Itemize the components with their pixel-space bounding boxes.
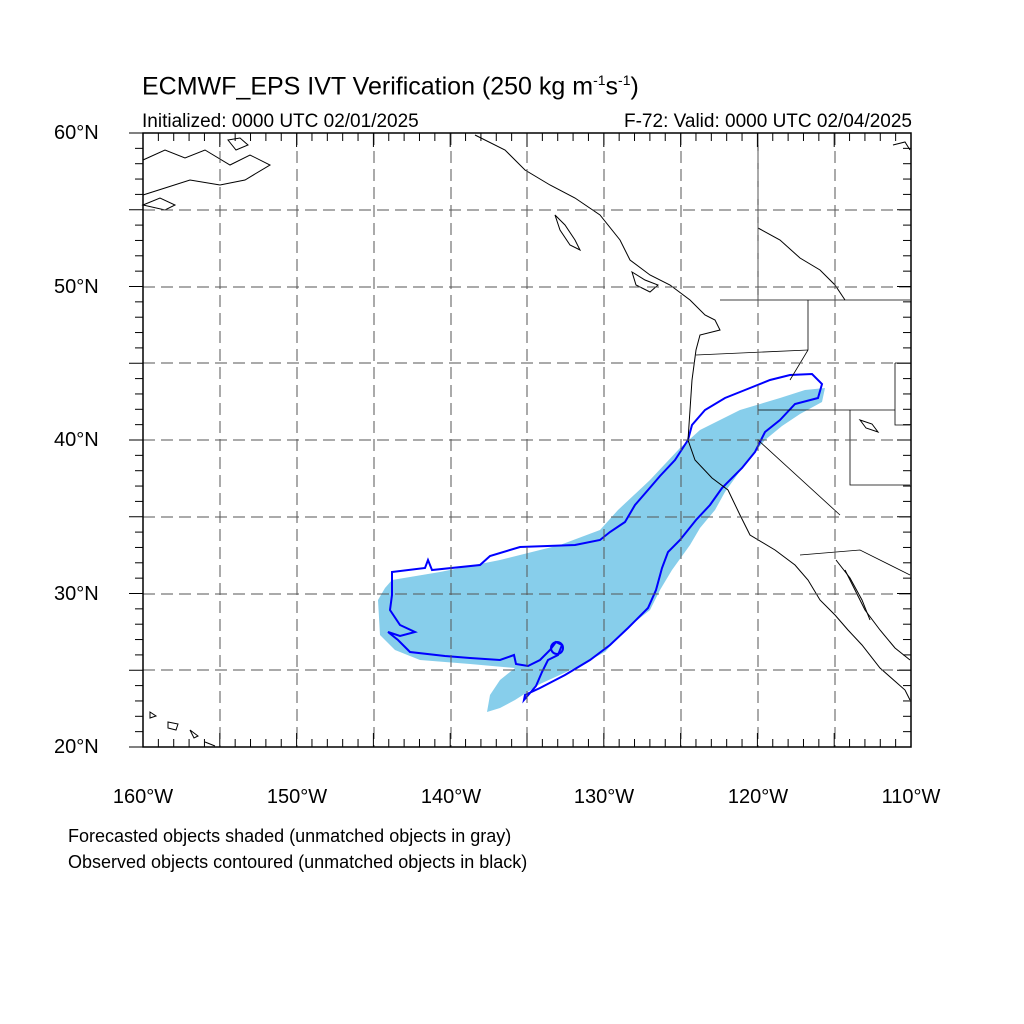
political-borders	[695, 135, 911, 576]
chart-title: ECMWF_EPS IVT Verification (250 kg m-1s-…	[142, 72, 639, 101]
lon-label-140w: 140°W	[420, 786, 482, 808]
lat-label-60n: 60°N	[54, 122, 99, 144]
lon-label-150w: 150°W	[266, 786, 328, 808]
lat-label-30n: 30°N	[54, 583, 99, 605]
lat-label-20n: 20°N	[54, 736, 99, 758]
lat-label-50n: 50°N	[54, 276, 99, 298]
legend-forecast-note: Forecasted objects shaded (unmatched obj…	[68, 826, 512, 846]
axis-ticks	[129, 132, 912, 748]
lat-label-40n: 40°N	[54, 429, 99, 451]
valid-time: F-72: Valid: 0000 UTC 02/04/2025	[624, 111, 912, 132]
lon-label-120w: 120°W	[727, 786, 789, 808]
observed-object-loop	[550, 641, 564, 655]
observed-object-contour	[387, 372, 824, 704]
forecast-object-shaded	[378, 388, 825, 712]
lon-label-110w: 110°W	[881, 786, 941, 808]
grid-lines	[143, 133, 911, 747]
legend-observed-note: Observed objects contoured (unmatched ob…	[68, 852, 528, 872]
lon-label-160w: 160°W	[112, 786, 174, 808]
lon-label-130w: 130°W	[573, 786, 635, 808]
initialized-time: Initialized: 0000 UTC 02/01/2025	[142, 111, 419, 132]
